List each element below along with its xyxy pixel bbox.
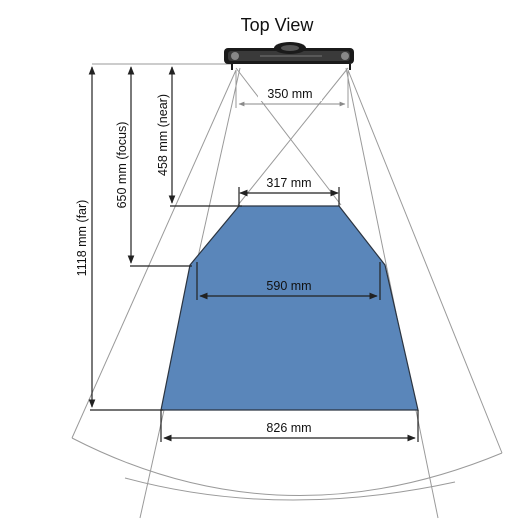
near-width-label: 317 mm bbox=[266, 176, 311, 190]
coverage-area bbox=[160, 205, 419, 411]
focus-width-label: 590 mm bbox=[266, 279, 311, 293]
distance-focus-label: 650 mm (focus) bbox=[115, 122, 129, 209]
distance-far-label: 1118 mm (far) bbox=[75, 200, 89, 277]
sensor-device bbox=[224, 42, 354, 70]
sensor-width-label: 350 mm bbox=[267, 87, 312, 101]
sensor-width-label-bg bbox=[258, 86, 322, 101]
far-width-label: 826 mm bbox=[266, 421, 311, 435]
range-arcs bbox=[71, 437, 503, 501]
distance-near-label: 458 mm (near) bbox=[156, 94, 170, 176]
diagram-title: Top View bbox=[241, 15, 315, 35]
reference-lines bbox=[90, 63, 242, 411]
sensor-width-dimension bbox=[235, 70, 349, 108]
